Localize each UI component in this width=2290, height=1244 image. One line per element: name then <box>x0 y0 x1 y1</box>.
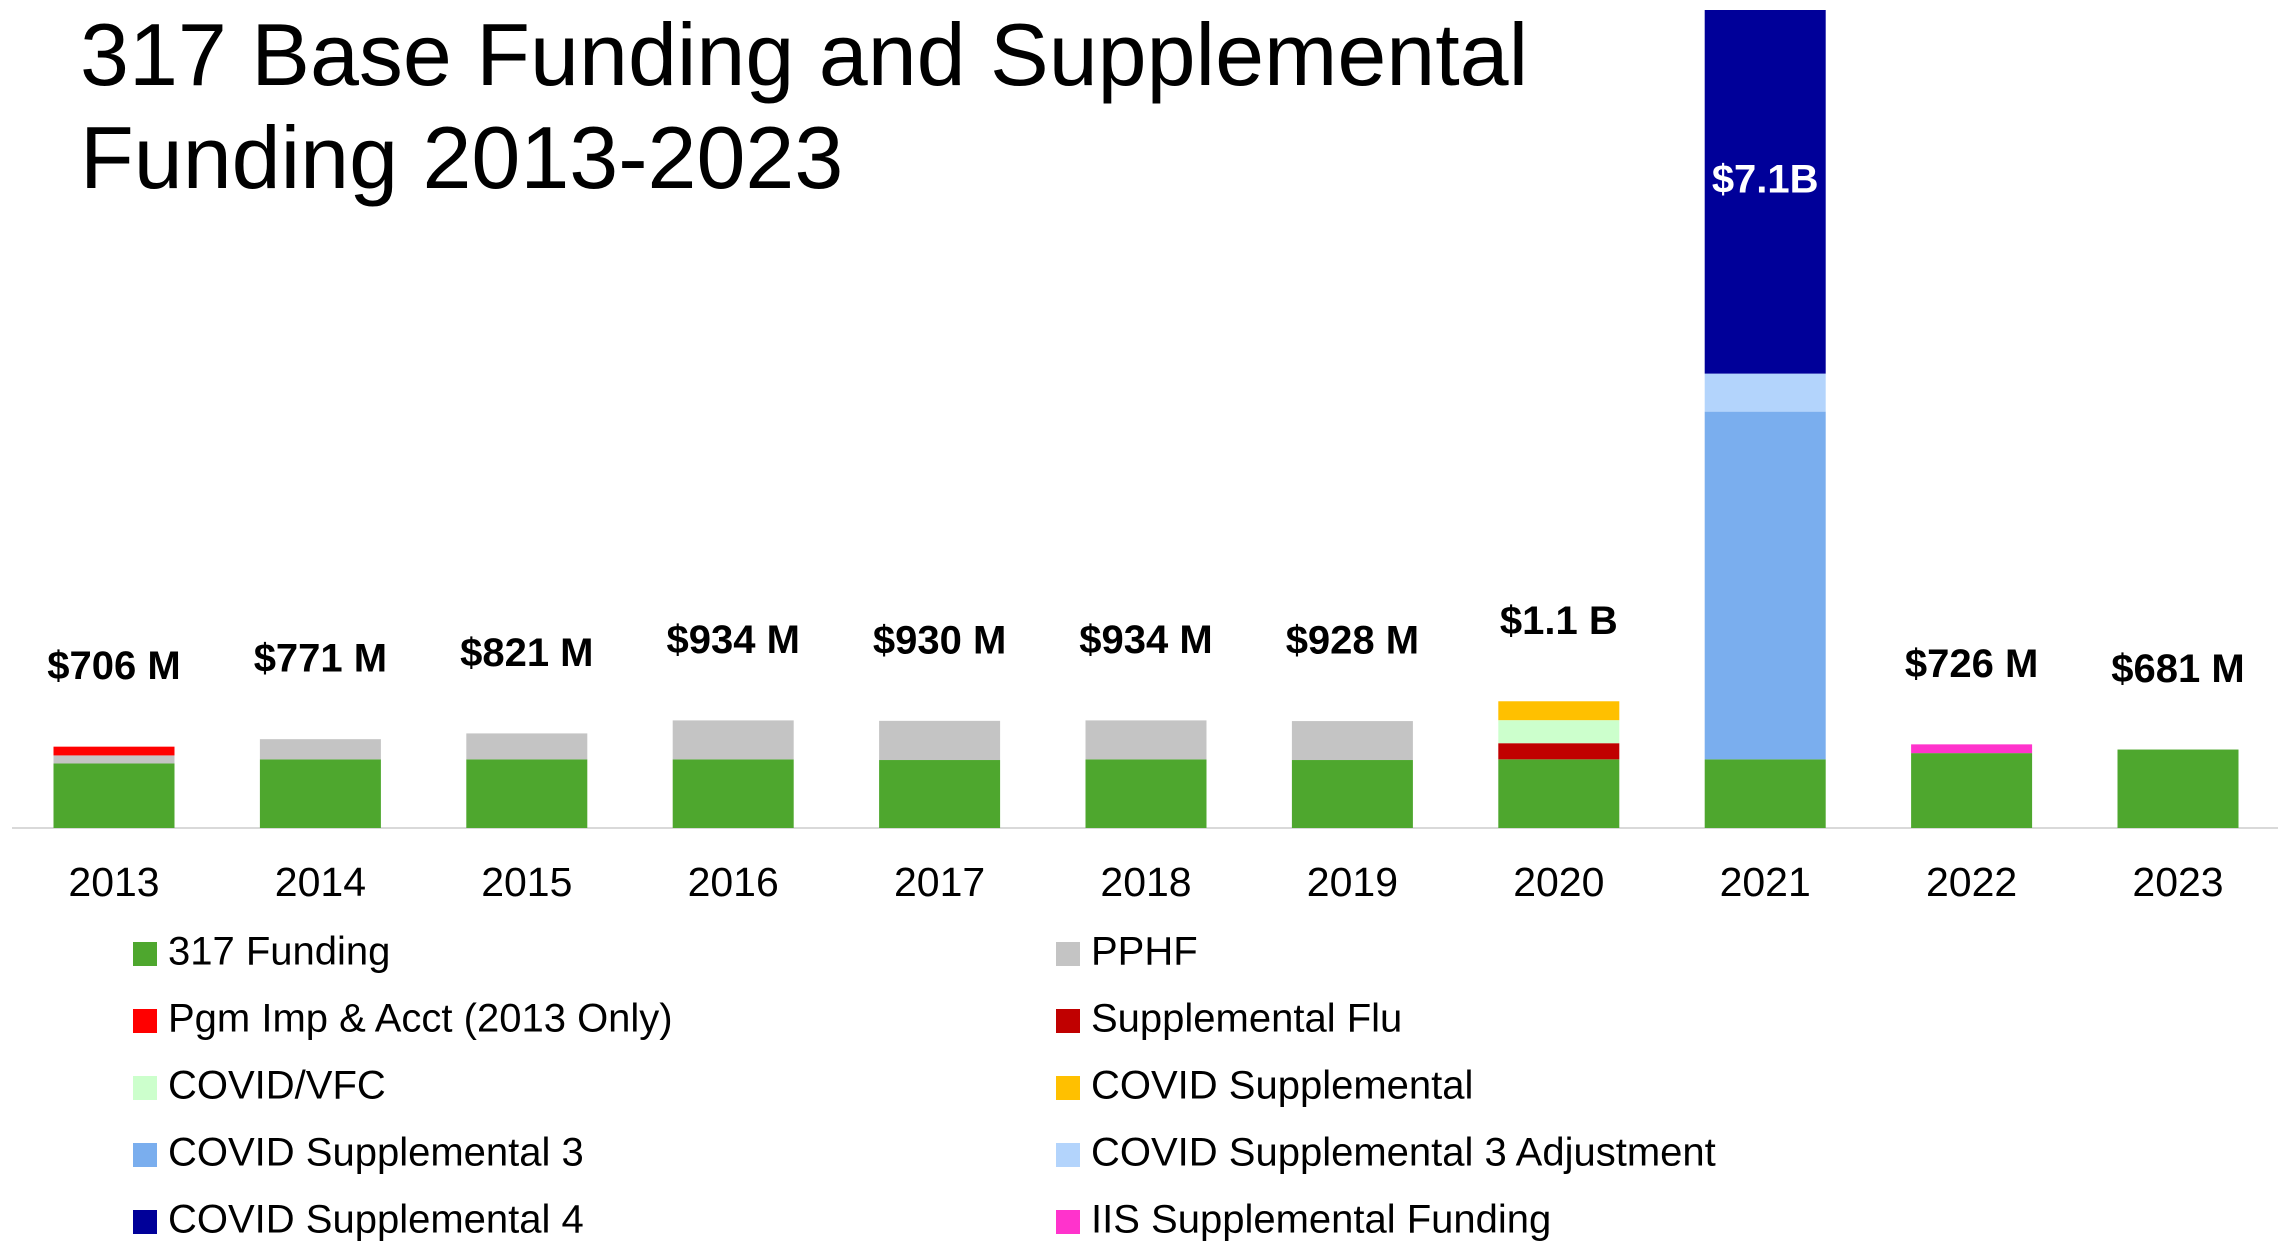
bar-segment <box>1704 373 1826 412</box>
bar-segment <box>879 720 1001 761</box>
bar-segment <box>1085 720 1207 760</box>
total-label: $934 M <box>1079 618 1212 662</box>
x-tick-label: 2019 <box>1307 859 1398 905</box>
x-tick-label: 2016 <box>688 859 779 905</box>
x-tick-label: 2022 <box>1926 859 2017 905</box>
legend-swatch <box>1056 1076 1080 1100</box>
legend-swatch <box>133 1143 157 1167</box>
bar-segment <box>466 759 588 828</box>
bar-segment <box>1498 759 1620 828</box>
bar-segment <box>672 720 794 760</box>
legend-swatch <box>1056 1009 1080 1033</box>
legend-label: COVID Supplemental 4 <box>168 1198 584 1242</box>
total-label: $706 M <box>47 644 180 688</box>
bar-segment <box>53 755 175 764</box>
x-tick-label: 2015 <box>481 859 572 905</box>
total-label: $928 M <box>1286 619 1419 663</box>
legend-label: 317 Funding <box>168 930 390 974</box>
legend-label: COVID/VFC <box>168 1064 386 1108</box>
bar-segment <box>53 746 175 756</box>
bar-segment <box>1291 760 1413 828</box>
x-tick-label: 2017 <box>894 859 985 905</box>
total-label: $681 M <box>2111 647 2244 691</box>
bar-segment <box>1291 721 1413 761</box>
total-label: $821 M <box>460 631 593 675</box>
legend-swatch <box>133 1210 157 1234</box>
legend-label: IIS Supplemental Funding <box>1091 1198 1551 1242</box>
legend-swatch <box>1056 1143 1080 1167</box>
bar-segment <box>466 733 588 760</box>
bar-segment <box>1498 701 1620 721</box>
bar-segment <box>672 759 794 828</box>
x-tick-label: 2020 <box>1513 859 1604 905</box>
legend-swatch <box>133 942 157 966</box>
legend-label: COVID Supplemental 3 Adjustment <box>1091 1131 1716 1175</box>
bar-segment <box>2117 749 2239 828</box>
bar-segment <box>259 739 381 760</box>
chart-title: 317 Base Funding and Supplemental Fundin… <box>80 5 1553 207</box>
legend-swatch <box>1056 942 1080 966</box>
bar-segment <box>1085 759 1207 828</box>
legend-swatch <box>133 1076 157 1100</box>
total-label: $934 M <box>666 618 799 662</box>
x-tick-label: 2014 <box>275 859 366 905</box>
bar-segment <box>1704 411 1826 760</box>
legend-label: PPHF <box>1091 930 1198 974</box>
bar-segment <box>53 763 175 828</box>
bar-segment <box>1498 743 1620 760</box>
bar-segment <box>1911 753 2033 828</box>
bar-segment <box>1911 744 2033 754</box>
bar-segment <box>879 760 1001 828</box>
title-line: Funding 2013-2023 <box>80 108 843 207</box>
total-label: $930 M <box>873 618 1006 662</box>
total-label: $1.1 B <box>1500 599 1618 643</box>
legend-label: Supplemental Flu <box>1091 997 1402 1041</box>
total-label: $7.1B <box>1712 158 1819 202</box>
total-label: $726 M <box>1905 642 2038 686</box>
legend-label: COVID Supplemental <box>1091 1064 1473 1108</box>
bar-segment <box>1498 720 1620 744</box>
legend-swatch <box>1056 1210 1080 1234</box>
legend-label: COVID Supplemental 3 <box>168 1131 584 1175</box>
bar-segment <box>1704 10 1826 374</box>
legend-swatch <box>133 1009 157 1033</box>
bar-segment <box>1704 759 1826 828</box>
x-tick-label: 2021 <box>1720 859 1811 905</box>
title-line: 317 Base Funding and Supplemental <box>80 5 1528 104</box>
bar-segment <box>259 759 381 828</box>
total-label: $771 M <box>254 637 387 681</box>
x-tick-label: 2023 <box>2132 859 2223 905</box>
x-tick-label: 2018 <box>1100 859 1191 905</box>
x-tick-label: 2013 <box>68 859 159 905</box>
legend-label: Pgm Imp & Acct (2013 Only) <box>168 997 673 1041</box>
